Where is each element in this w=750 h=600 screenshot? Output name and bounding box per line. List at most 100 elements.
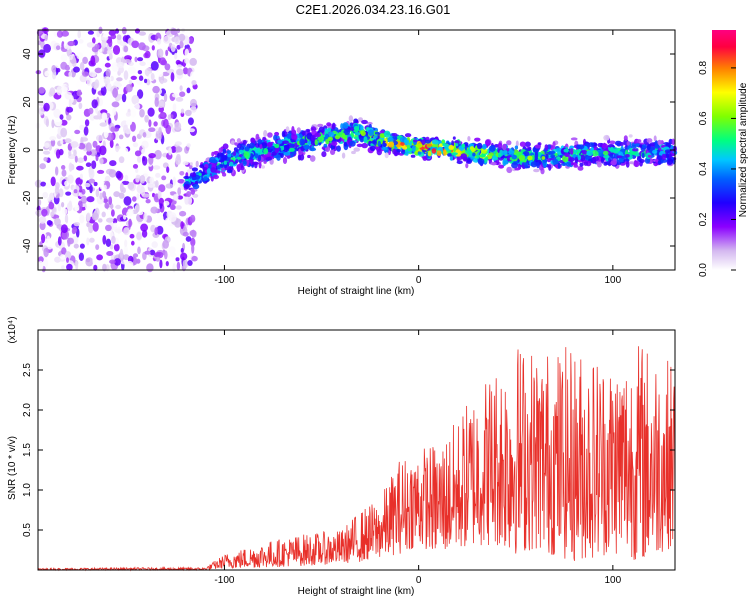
spectrogram-x-label: Height of straight line (km) bbox=[298, 286, 415, 297]
spectrogram-noise-cell bbox=[117, 93, 123, 100]
spectrogram-noise-cell bbox=[79, 214, 85, 224]
spectrogram-noise-cell bbox=[186, 87, 191, 94]
spectrogram-noise-cell bbox=[110, 34, 117, 40]
spectrogram-signal-cell bbox=[628, 134, 633, 138]
spectrogram-signal-cell bbox=[377, 140, 382, 147]
spectrogram-noise-cell bbox=[40, 181, 47, 187]
spectrogram-signal-cell bbox=[628, 161, 635, 165]
spectrogram-noise-cell bbox=[49, 192, 55, 201]
spectrogram-signal-cell bbox=[291, 126, 295, 133]
spectrogram-noise-cell bbox=[132, 135, 137, 142]
spectrogram-signal-cell bbox=[323, 143, 328, 148]
spectrogram-noise-cell bbox=[59, 114, 64, 120]
spectrogram-noise-cell bbox=[178, 33, 186, 42]
spectrogram-noise-cell bbox=[134, 150, 142, 157]
spectrogram-noise-cell bbox=[138, 75, 144, 81]
spectrogram-noise-cell bbox=[92, 140, 98, 148]
spectrogram-noise-cell bbox=[87, 30, 94, 35]
spectrogram-signal-cell bbox=[381, 146, 389, 151]
spectrogram-noise-cell bbox=[176, 44, 181, 50]
spectrogram-noise-cell bbox=[91, 212, 99, 221]
snr-y-tick-label: 1.0 bbox=[22, 483, 33, 497]
spectrogram-signal-cell bbox=[327, 136, 333, 142]
spectrogram-noise-cell bbox=[177, 179, 185, 184]
spectrogram-signal-cell bbox=[528, 146, 532, 151]
spectrogram-signal-cell bbox=[259, 143, 263, 150]
spectrogram-signal-cell bbox=[242, 140, 247, 145]
spectrogram-noise-cell bbox=[159, 259, 163, 269]
spectrogram-noise-cell bbox=[118, 134, 124, 140]
spectrogram-noise-cell bbox=[86, 196, 95, 203]
spectrogram-signal-cell bbox=[470, 147, 476, 152]
spectrogram-signal-cell bbox=[266, 142, 273, 148]
spectrogram-noise-cell bbox=[61, 30, 69, 37]
spectrogram-signal-cell bbox=[431, 148, 437, 154]
spectrogram-noise-cell bbox=[123, 70, 129, 81]
spectrogram-noise-cell bbox=[58, 148, 64, 156]
spectrogram-noise-cell bbox=[164, 63, 171, 71]
spectrogram-signal-cell bbox=[212, 174, 219, 180]
spectrogram-noise-cell bbox=[43, 157, 48, 162]
spectrogram-noise-cell bbox=[131, 40, 140, 49]
spectrogram-noise-cell bbox=[76, 90, 82, 97]
spectrogram-noise-cell bbox=[182, 67, 189, 75]
spectrogram-signal-cell bbox=[321, 151, 327, 158]
spectrogram-signal-cell bbox=[577, 155, 582, 161]
spectrogram-noise-cell bbox=[84, 119, 90, 127]
spectrogram-signal-cell bbox=[579, 154, 586, 162]
spectrogram-noise-cell bbox=[118, 192, 125, 199]
spectrogram-noise-cell bbox=[41, 233, 46, 244]
spectrogram-noise-cell bbox=[131, 240, 135, 246]
spectrogram-noise-cell bbox=[88, 169, 95, 179]
spectrogram-signal-cell bbox=[206, 168, 212, 174]
spectrogram-noise-cell bbox=[68, 54, 73, 61]
spectrogram-noise-cell bbox=[149, 249, 156, 256]
spectrogram-noise-cell bbox=[176, 28, 181, 34]
spectrogram-noise-cell bbox=[111, 101, 120, 108]
spectrogram-signal-cell bbox=[258, 161, 262, 169]
spectrogram-noise-cell bbox=[86, 77, 92, 86]
spectrogram-noise-cell bbox=[66, 257, 69, 263]
spectrogram-signal-cell bbox=[481, 150, 487, 154]
spectrogram-signal-cell bbox=[422, 156, 427, 161]
spectrogram-signal-cell bbox=[331, 141, 338, 146]
spectrogram-noise-cell bbox=[79, 124, 85, 130]
spectrogram-noise-cell bbox=[142, 156, 148, 166]
spectrogram-signal-cell bbox=[324, 146, 331, 153]
spectrogram-noise-cell bbox=[114, 258, 121, 266]
spectrogram-signal-cell bbox=[238, 149, 244, 154]
spectrogram-noise-cell bbox=[100, 85, 107, 96]
spectrogram-noise-cell bbox=[124, 174, 129, 182]
snr-series-line bbox=[37, 346, 676, 572]
spectrogram-signal-cell bbox=[314, 139, 318, 146]
spectrogram-noise-cell bbox=[57, 203, 62, 212]
spectrogram-noise-cell bbox=[78, 102, 83, 110]
spectrogram-signal-cell bbox=[603, 161, 608, 166]
spectrogram-noise-cell bbox=[116, 61, 125, 69]
spectrogram-signal-cell bbox=[203, 176, 209, 182]
spectrogram-signal-cell bbox=[282, 157, 288, 164]
spectrogram-signal-cell bbox=[436, 150, 442, 157]
spectrogram-noise-cell bbox=[158, 184, 166, 193]
spectrogram-signal-cell bbox=[548, 164, 552, 171]
spectrogram-signal-cell bbox=[474, 137, 481, 142]
spectrogram-noise-cell bbox=[148, 127, 156, 132]
spectrogram-signal-cell bbox=[307, 154, 311, 159]
spectrogram-signal-cell bbox=[591, 150, 599, 157]
spectrogram-signal-cell bbox=[190, 188, 196, 195]
spectrogram-y-tick-label: -20 bbox=[22, 190, 33, 205]
spectrogram-noise-cell bbox=[170, 252, 177, 258]
spectrogram-signal-cell bbox=[189, 162, 193, 166]
spectrogram-noise-cell bbox=[101, 39, 107, 49]
spectrogram-noise-cell bbox=[161, 71, 170, 77]
colorbar-tick-label: 0.4 bbox=[698, 162, 709, 176]
spectrogram-noise-cell bbox=[86, 42, 95, 48]
spectrogram-signal-cell bbox=[482, 143, 487, 150]
spectrogram-signal-cell bbox=[417, 151, 422, 155]
spectrogram-noise-cell bbox=[102, 33, 109, 38]
spectrogram-signal-cell bbox=[566, 161, 572, 167]
spectrogram-noise-cell bbox=[108, 196, 113, 205]
spectrogram-noise-cell bbox=[154, 227, 158, 236]
spectrogram-noise-cell bbox=[39, 221, 46, 231]
